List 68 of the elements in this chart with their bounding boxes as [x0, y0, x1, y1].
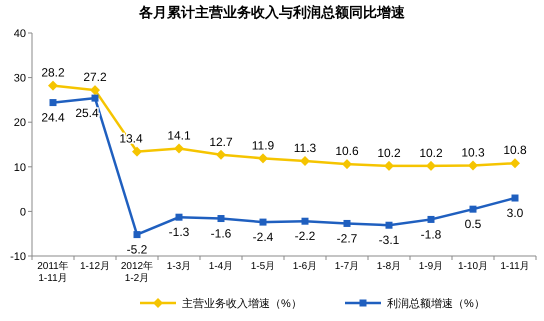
point: [174, 144, 184, 154]
data-label: 27.2: [83, 70, 107, 84]
point: [216, 150, 226, 160]
x-tick-label: 1-6月: [292, 261, 318, 272]
point: [470, 206, 476, 213]
data-label: 11.3: [294, 141, 317, 155]
data-label: 3.0: [506, 206, 524, 220]
y-tick-label: 30: [14, 72, 26, 85]
point: [90, 85, 100, 96]
x-tick-label: 1-3月: [166, 261, 192, 272]
point: [342, 159, 352, 170]
point: [218, 215, 224, 222]
y-tick-label: 10: [14, 162, 26, 174]
x-tick-label: 1-7月: [334, 261, 360, 272]
x-tick-label: 1-12月: [80, 261, 110, 272]
y-tick-label: -10: [10, 251, 26, 263]
point: [176, 214, 182, 221]
data-label: 10.2: [419, 146, 443, 160]
data-label: -2.7: [336, 231, 358, 246]
point: [260, 218, 266, 226]
point: [428, 216, 434, 223]
x-tick-label: 1-10月: [458, 261, 488, 272]
x-tick-label: 1-11月: [500, 261, 530, 272]
y-tick-label: 40: [14, 28, 26, 40]
point: [92, 94, 98, 102]
data-label: 25.4: [75, 106, 99, 120]
x-tick-label: 1-8月: [376, 261, 402, 272]
point: [300, 156, 310, 166]
data-label: -1.6: [210, 226, 232, 241]
point: [384, 160, 394, 171]
data-label: 10.6: [335, 144, 359, 158]
point: [48, 80, 58, 91]
x-tick-label: 1-5月: [250, 261, 276, 272]
point: [50, 99, 56, 106]
data-label: 28.2: [41, 66, 65, 80]
point: [386, 222, 392, 229]
data-label: -1.3: [168, 225, 190, 240]
legend-label: 主营业务收入增速（%）: [182, 297, 302, 310]
point: [132, 146, 142, 157]
legend-label: 利润总额增速（%）: [387, 297, 485, 310]
point: [468, 160, 478, 170]
data-label: -2.4: [252, 230, 274, 244]
data-label: 12.7: [209, 134, 233, 149]
y-tick-label: 0: [20, 206, 26, 218]
data-label: -2.2: [294, 229, 316, 244]
x-tick-label: 1-9月: [418, 261, 444, 272]
y-tick-label: 20: [14, 117, 26, 130]
x-tick-label: 1-4月: [208, 261, 234, 272]
point: [512, 194, 518, 202]
data-label: -3.1: [378, 233, 400, 248]
point: [258, 153, 268, 164]
data-label: 10.3: [461, 145, 485, 160]
point: [426, 160, 436, 171]
point: [344, 220, 350, 227]
data-label: 10.8: [503, 143, 527, 158]
chart-title: 各月累计主营业务收入与利润总额同比增速: [138, 4, 406, 20]
x-tick-label: 2012年 1-2月: [120, 260, 154, 284]
data-label: 11.9: [252, 138, 275, 152]
point: [302, 218, 308, 225]
point: [134, 231, 140, 238]
point: [510, 158, 520, 168]
data-label: -5.2: [126, 242, 148, 257]
data-label: 10.2: [377, 146, 401, 160]
data-label: 0.5: [464, 217, 482, 232]
data-label: 24.4: [41, 110, 65, 125]
x-tick-label: 2011年 1-11月: [37, 260, 69, 284]
data-label: -1.8: [420, 227, 442, 242]
data-label: 14.1: [167, 128, 191, 143]
